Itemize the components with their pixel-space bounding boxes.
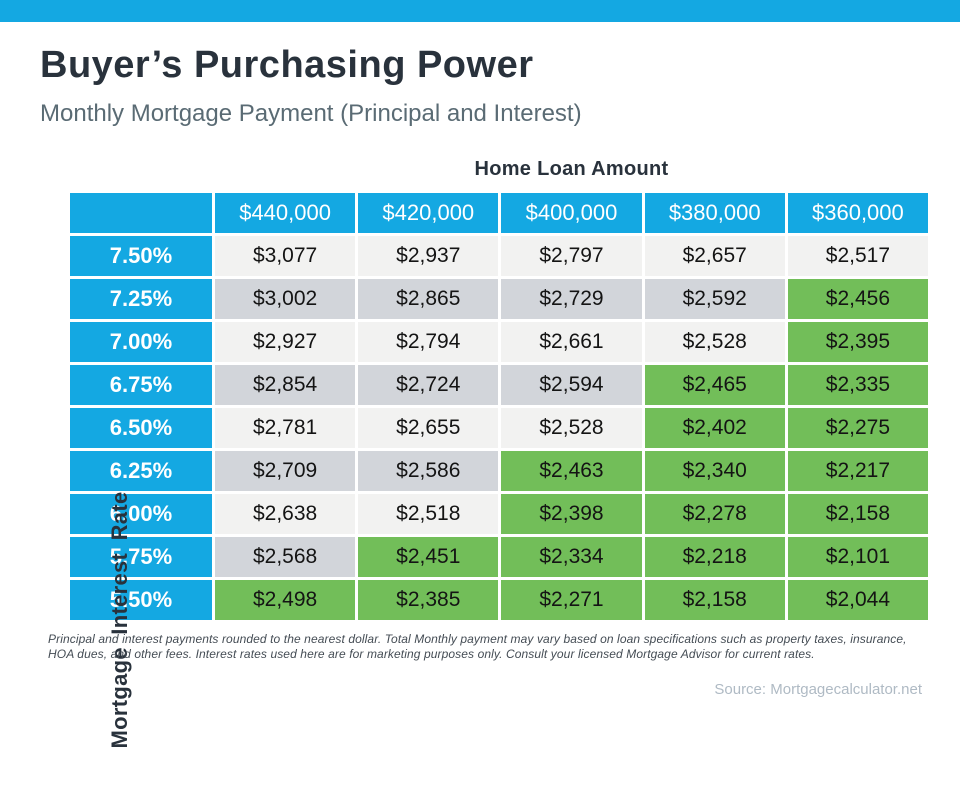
payment-cell: $2,592 xyxy=(644,279,785,319)
payment-cell: $2,937 xyxy=(358,236,499,276)
payment-cell: $2,518 xyxy=(358,494,499,534)
payment-cell: $2,865 xyxy=(358,279,499,319)
payment-cell: $2,794 xyxy=(358,322,499,362)
loan-amount-header-cell: $420,000 xyxy=(358,193,499,233)
interest-rate-cell: 5.50% xyxy=(70,580,212,620)
loan-amount-header-cell: $360,000 xyxy=(787,193,928,233)
interest-rate-cell: 7.00% xyxy=(70,322,212,362)
interest-rate-cell: 6.00% xyxy=(70,494,212,534)
disclaimer-text: Principal and interest payments rounded … xyxy=(48,632,907,661)
page-subtitle: Monthly Mortgage Payment (Principal and … xyxy=(40,100,582,127)
payment-cell: $2,456 xyxy=(787,279,928,319)
payment-cell: $2,709 xyxy=(215,451,356,491)
interest-rate-cell: 6.75% xyxy=(70,365,212,405)
loan-amount-header-cell: $400,000 xyxy=(501,193,642,233)
column-group-heading: Home Loan Amount xyxy=(474,158,669,180)
payment-cell: $2,655 xyxy=(358,408,499,448)
payment-cell: $3,077 xyxy=(215,236,356,276)
payment-cell: $2,271 xyxy=(501,580,642,620)
payment-cell: $2,586 xyxy=(358,451,499,491)
payment-cell: $2,158 xyxy=(787,494,928,534)
payment-cell: $2,335 xyxy=(787,365,928,405)
mortgage-table-grid: $440,000 $420,000 $400,000 $380,000 $360,000… xyxy=(70,193,928,620)
payment-cell: $2,568 xyxy=(215,537,356,577)
payment-cell: $2,854 xyxy=(215,365,356,405)
payment-cell: $2,275 xyxy=(787,408,928,448)
payment-cell: $2,451 xyxy=(358,537,499,577)
interest-rate-cell: 6.50% xyxy=(70,408,212,448)
payment-cell: $2,638 xyxy=(215,494,356,534)
loan-amount-header-cell: $440,000 xyxy=(215,193,356,233)
interest-rate-cell: 6.25% xyxy=(70,451,212,491)
payment-cell: $2,781 xyxy=(215,408,356,448)
payment-cell: $2,217 xyxy=(787,451,928,491)
payment-cell: $2,517 xyxy=(787,236,928,276)
payment-cell: $2,528 xyxy=(501,408,642,448)
interest-rate-cell: 5.75% xyxy=(70,537,212,577)
interest-rate-cell: 7.25% xyxy=(70,279,212,319)
payment-cell: $2,278 xyxy=(644,494,785,534)
interest-rate-cell: 7.50% xyxy=(70,236,212,276)
payment-cell: $2,657 xyxy=(644,236,785,276)
accent-bar xyxy=(0,0,960,22)
payment-cell: $2,528 xyxy=(644,322,785,362)
payment-cell: $3,002 xyxy=(215,279,356,319)
payment-cell: $2,724 xyxy=(358,365,499,405)
payment-cell: $2,158 xyxy=(644,580,785,620)
payment-cell: $2,398 xyxy=(501,494,642,534)
loan-amount-header-cell: $380,000 xyxy=(644,193,785,233)
payment-cell: $2,661 xyxy=(501,322,642,362)
payment-cell: $2,797 xyxy=(501,236,642,276)
payment-cell: $2,340 xyxy=(644,451,785,491)
payment-cell: $2,463 xyxy=(501,451,642,491)
row-axis-label: Mortgage Interest Rate xyxy=(107,491,132,749)
payment-cell: $2,594 xyxy=(501,365,642,405)
payment-cell: $2,395 xyxy=(787,322,928,362)
source-attribution: Source: Mortgagecalculator.net xyxy=(714,681,922,698)
page-title: Buyer’s Purchasing Power xyxy=(40,44,534,86)
payment-cell: $2,334 xyxy=(501,537,642,577)
payment-cell: $2,218 xyxy=(644,537,785,577)
payment-cell: $2,927 xyxy=(215,322,356,362)
payment-cell: $2,402 xyxy=(644,408,785,448)
payment-cell: $2,498 xyxy=(215,580,356,620)
mortgage-table: Mortgage Interest Rate $440,000 $420,000 $… xyxy=(70,193,928,749)
payment-cell: $2,101 xyxy=(787,537,928,577)
payment-cell: $2,385 xyxy=(358,580,499,620)
corner-header-cell xyxy=(70,193,212,233)
payment-cell: $2,465 xyxy=(644,365,785,405)
payment-cell: $2,729 xyxy=(501,279,642,319)
payment-cell: $2,044 xyxy=(787,580,928,620)
